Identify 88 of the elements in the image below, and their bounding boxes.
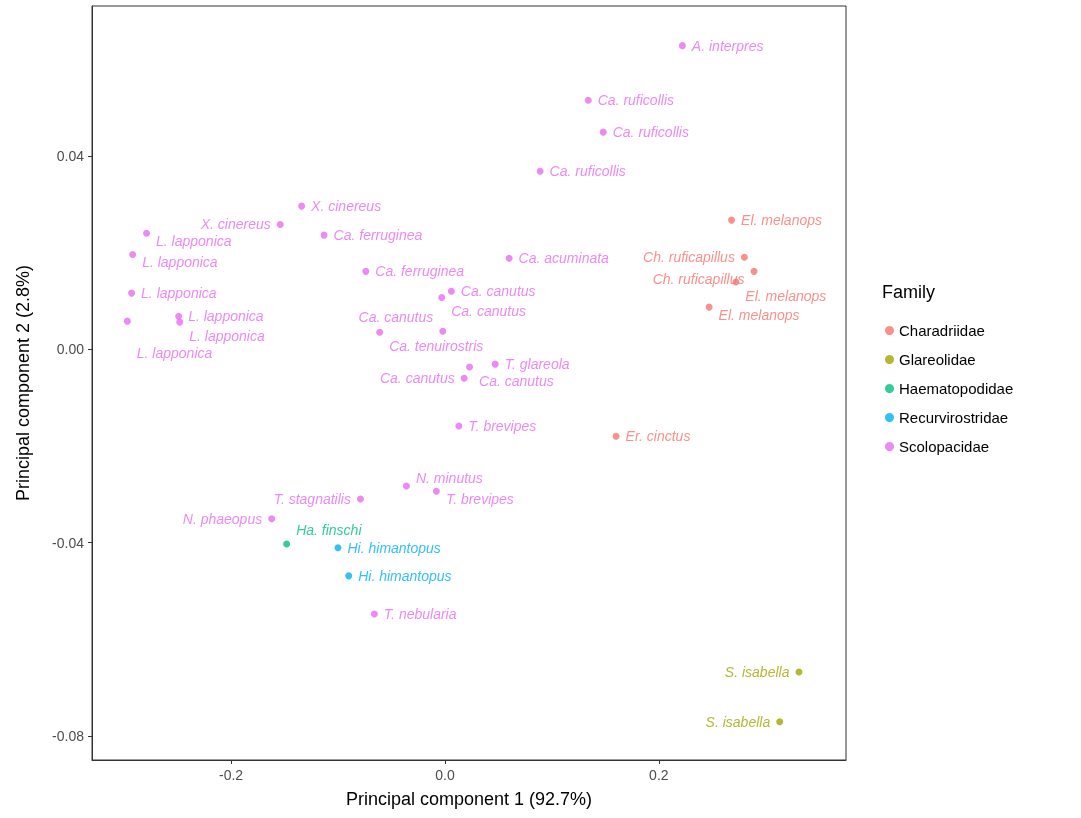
- data-label: L. lapponica: [188, 308, 264, 325]
- point: [466, 363, 474, 371]
- data-label: Ca. ruficollis: [597, 92, 674, 109]
- data-label: Ca. ferruginea: [375, 263, 465, 280]
- data-label: Ch. ruficapillus: [643, 249, 735, 266]
- point: [705, 303, 713, 311]
- point: [439, 327, 447, 335]
- data-label: Ca. ferruginea: [333, 227, 423, 244]
- point: [143, 229, 151, 237]
- x-axis-title: Principal component 1 (92.7%): [345, 789, 593, 809]
- y-tick-label: -0.08: [52, 727, 85, 744]
- data-label: Ha. finschi: [296, 521, 363, 538]
- y-tick-label: 0.04: [56, 147, 85, 164]
- data-label: Ca. ruficollis: [549, 163, 626, 180]
- x-tick-label: 0.2: [649, 767, 669, 783]
- data-label: Ca. acuminata: [518, 250, 610, 267]
- data-label: T. brevipes: [445, 491, 514, 508]
- data-label: Ca. canutus: [451, 303, 526, 320]
- data-label: Hi. himantopus: [358, 567, 452, 584]
- legend-title: Family: [882, 282, 935, 302]
- data-label: N. phaeopus: [182, 510, 263, 527]
- data-label: El. melanops: [741, 212, 822, 229]
- point: [129, 250, 137, 258]
- point: [276, 220, 284, 228]
- legend-label: Glareolidae: [899, 351, 976, 368]
- x-tick-label: 0.0: [435, 767, 455, 783]
- point: [345, 572, 353, 580]
- point: [776, 718, 784, 726]
- point: [728, 216, 736, 224]
- data-label: L. lapponica: [156, 233, 232, 250]
- data-label: Ca. ruficollis: [612, 124, 689, 141]
- x-tick-label: -0.2: [218, 767, 244, 783]
- point: [362, 267, 370, 275]
- point: [740, 253, 748, 261]
- point: [334, 544, 342, 552]
- point: [460, 374, 468, 382]
- data-label: S. isabella: [724, 664, 790, 681]
- point: [268, 515, 276, 523]
- point: [356, 495, 364, 503]
- data-label: Ca. tenuirostris: [389, 338, 484, 355]
- data-label: T. nebularia: [383, 606, 457, 623]
- point: [599, 128, 607, 136]
- data-label: S. isabella: [705, 713, 771, 730]
- data-label: Ca. canutus: [358, 309, 434, 326]
- point: [370, 610, 378, 618]
- data-label: L. lapponica: [141, 285, 217, 302]
- point: [128, 289, 136, 297]
- point: [750, 267, 758, 275]
- data-label: T. glareola: [504, 356, 570, 373]
- point: [584, 96, 592, 104]
- point: [298, 202, 306, 210]
- point: [505, 254, 513, 262]
- point: [612, 432, 620, 440]
- legend-label: Recurvirostridae: [899, 409, 1009, 426]
- data-label: X. cinereus: [199, 216, 271, 233]
- y-axis-title: Principal component 2 (2.8%): [13, 264, 33, 502]
- point: [438, 293, 446, 301]
- data-label: L. lapponica: [189, 328, 265, 345]
- data-label: Hi. himantopus: [347, 539, 441, 556]
- legend-label: Haematopodidae: [899, 380, 1014, 397]
- data-label: El. melanops: [745, 287, 827, 304]
- y-tick-label: -0.04: [52, 534, 85, 551]
- data-label: Ca. canutus: [460, 283, 536, 300]
- point: [175, 312, 183, 320]
- point: [123, 317, 131, 325]
- point: [491, 360, 499, 368]
- data-label: Ca. canutus: [479, 373, 554, 390]
- data-label: Er. cinctus: [625, 428, 691, 445]
- point: [176, 318, 184, 326]
- legend-label: Charadriidae: [899, 322, 985, 339]
- point: [376, 328, 384, 336]
- data-label: N. minutus: [415, 469, 483, 486]
- data-label: L. lapponica: [142, 254, 218, 271]
- point: [447, 287, 455, 295]
- data-label: T. brevipes: [468, 418, 537, 435]
- data-label: Ca. canutus: [379, 370, 455, 387]
- y-tick-label: 0.00: [56, 341, 85, 358]
- point: [678, 42, 686, 50]
- data-label: T. stagnatilis: [273, 491, 351, 507]
- point: [402, 482, 410, 490]
- data-label: L. lapponica: [136, 345, 213, 362]
- legend-label: Scolopacidae: [899, 438, 990, 455]
- data-label: El. melanops: [718, 307, 800, 324]
- point: [536, 167, 544, 175]
- data-label: A. interpres: [690, 37, 764, 54]
- point: [283, 540, 291, 548]
- point: [432, 487, 440, 495]
- data-label: X. cinereus: [310, 198, 382, 215]
